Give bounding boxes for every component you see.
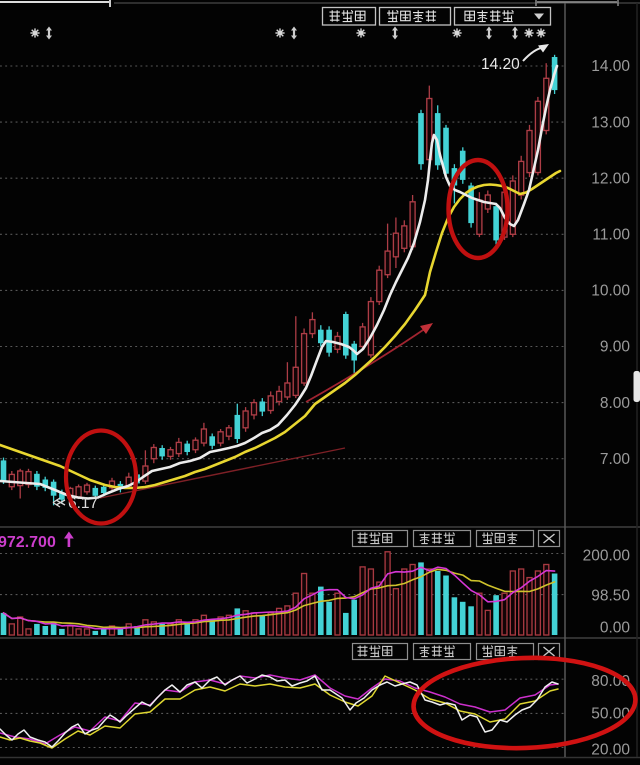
svg-text:11.00: 11.00 [592,227,630,244]
svg-text:20.00: 20.00 [591,742,630,759]
svg-text:200.00: 200.00 [583,548,631,565]
svg-text:972.700: 972.700 [0,534,56,551]
svg-text:9.00: 9.00 [600,339,631,356]
svg-text:14.00: 14.00 [591,58,630,75]
svg-text:13.00: 13.00 [591,114,630,131]
svg-text:10.00: 10.00 [591,283,630,300]
svg-text:12.00: 12.00 [591,170,630,187]
svg-text:0.00: 0.00 [600,619,631,636]
svg-text:14.20: 14.20 [481,56,520,73]
svg-text:98.50: 98.50 [591,587,630,604]
svg-text:8.00: 8.00 [600,395,631,412]
svg-text:7.00: 7.00 [600,451,631,468]
